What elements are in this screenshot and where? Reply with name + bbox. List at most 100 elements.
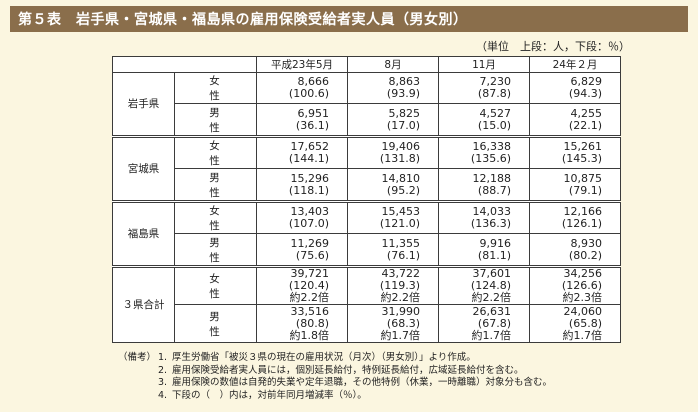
column-header: 24年２月 [529, 56, 621, 73]
change-rate: (67.8) [477, 316, 511, 330]
table-row: 岩手県女 性 8,666 (100.6) 8,863 (93.9) 7,230 (87.8)… [112, 71, 621, 138]
value-cell: 12,166 (126.1) [529, 200, 621, 235]
note-text: 雇用保険の数値は自発的失業や定年退職，その他特例（休業，一時離職）対象分も含む。 [172, 377, 553, 388]
change-rate: (81.1) [477, 248, 511, 262]
count-value: 6,829 [570, 75, 603, 89]
table-row: 男 性 33,516 (80.8) 約1.8倍 31,990 (68.3) 約1.7倍 26,… [113, 304, 621, 343]
change-rate: (120.4) [288, 279, 329, 293]
ratio-value: 約1.7倍 [380, 328, 421, 342]
data-table: 平成23年5月 8月 11月 24年２月 岩手県女 性 8,666 (100.6) 8… [112, 56, 621, 344]
value-cell: 16,338 (135.6) [438, 135, 530, 170]
count-value: 15,296 [290, 171, 330, 185]
table-row: 男 性 11,269 (75.6) 11,355 (76.1) 9,916 (81.1) 8,… [113, 233, 621, 268]
count-value: 43,722 [381, 267, 421, 281]
count-value: 24,060 [563, 304, 603, 318]
change-rate: (145.3) [561, 152, 602, 166]
value-cell: 12,188 (88.7) [438, 168, 530, 203]
change-rate: (22.1) [568, 118, 602, 132]
count-value: 5,825 [388, 106, 421, 120]
ratio-value: 約2.2倍 [380, 291, 421, 305]
table-row: 男 性 15,296 (118.1) 14,810 (95.2) 12,188 (88.7)… [113, 168, 621, 203]
change-rate: (136.3) [470, 217, 511, 231]
sex-label: 女 性 [174, 200, 257, 235]
count-value: 34,256 [563, 267, 603, 281]
count-value: 12,166 [563, 205, 603, 219]
note-row: 2. 雇用保険受給者実人員には，個別延長給付，特例延長給付，広域延長給付を含む。 [118, 365, 552, 378]
count-value: 39,721 [290, 267, 330, 281]
prefecture-label: ３県合計 [112, 265, 175, 344]
value-cell: 33,516 (80.8) 約1.8倍 [256, 304, 348, 343]
value-cell: 26,631 (67.8) 約1.7倍 [438, 304, 530, 343]
change-rate: (124.8) [470, 279, 511, 293]
note-num: 3. [158, 377, 168, 388]
count-value: 8,930 [570, 236, 603, 250]
table-body: 岩手県女 性 8,666 (100.6) 8,863 (93.9) 7,230 (87.8)… [112, 71, 621, 344]
count-value: 19,406 [381, 140, 421, 154]
sex-label: 男 性 [174, 103, 257, 138]
count-value: 6,951 [297, 106, 330, 120]
value-cell: 7,230 (87.8) [438, 71, 530, 105]
sex-label: 男 性 [174, 233, 257, 268]
value-cell: 10,875 (79.1) [529, 168, 621, 203]
note-num: 2. [158, 364, 168, 376]
change-rate: (131.8) [379, 152, 420, 166]
sex-label: 男 性 [174, 304, 257, 343]
sex-label: 女 性 [174, 71, 257, 105]
count-value: 16,338 [472, 140, 512, 154]
change-rate: (135.6) [470, 152, 511, 166]
count-value: 13,403 [290, 205, 330, 219]
change-rate: (118.1) [288, 183, 329, 197]
sex-label: 女 性 [174, 135, 257, 170]
ratio-value: 約2.2倍 [471, 291, 512, 305]
note-row: 3. 雇用保険の数値は自発的失業や定年退職，その他特例（休業，一時離職）対象分も… [118, 377, 552, 390]
change-rate: (126.6) [561, 279, 602, 293]
value-cell: 8,863 (93.9) [347, 71, 439, 105]
value-cell: 15,296 (118.1) [256, 168, 348, 203]
ratio-value: 約1.8倍 [289, 328, 330, 342]
count-value: 4,255 [570, 106, 603, 120]
count-value: 8,666 [297, 75, 330, 89]
count-value: 17,652 [290, 140, 330, 154]
note-num: 4. [158, 389, 168, 401]
value-cell: 11,269 (75.6) [256, 233, 348, 268]
change-rate: (87.8) [477, 87, 511, 101]
table-title: 第５表 岩手県・宮城県・福島県の雇用保険受給者実人員（男女別） [10, 6, 688, 32]
change-rate: (88.7) [477, 183, 511, 197]
change-rate: (68.3) [386, 316, 420, 330]
note-num: 1. [158, 352, 168, 363]
column-header: 11月 [438, 56, 530, 73]
value-cell: 14,810 (95.2) [347, 168, 439, 203]
value-cell: 4,527 (15.0) [438, 103, 530, 138]
count-value: 37,601 [472, 267, 512, 281]
count-value: 14,033 [472, 205, 512, 219]
count-value: 15,261 [563, 140, 603, 154]
value-cell: 24,060 (65.8) 約1.7倍 [529, 304, 621, 343]
notes: （備考） 1. 厚生労働省「被災３県の現在の雇用状況（月次）（男女別）」より作成… [118, 352, 552, 402]
prefecture-label: 福島県 [112, 200, 175, 268]
count-value: 33,516 [290, 304, 330, 318]
change-rate: (121.0) [379, 217, 420, 231]
table-row: 福島県女 性 13,403 (107.0) 15,453 (121.0) 14,033 (1… [112, 200, 621, 268]
value-cell: 15,453 (121.0) [347, 200, 439, 235]
count-value: 10,875 [563, 171, 603, 185]
ratio-value: 約1.7倍 [562, 328, 603, 342]
ratio-value: 約1.7倍 [471, 328, 512, 342]
value-cell: 5,825 (17.0) [347, 103, 439, 138]
count-value: 26,631 [472, 304, 512, 318]
value-cell: 13,403 (107.0) [256, 200, 348, 235]
sex-label: 女 性 [174, 265, 257, 306]
value-cell: 19,406 (131.8) [347, 135, 439, 170]
note-text: 厚生労働省「被災３県の現在の雇用状況（月次）（男女別）」より作成。 [172, 352, 476, 363]
column-header: 8月 [347, 56, 439, 73]
table-row: ３県合計女 性 39,721 (120.4) 約2.2倍 43,722 (119.3) 約2… [112, 265, 621, 344]
table-row: 男 性 6,951 (36.1) 5,825 (17.0) 4,527 (15.0) 4,25… [113, 103, 621, 138]
value-cell: 31,990 (68.3) 約1.7倍 [347, 304, 439, 343]
change-rate: (144.1) [288, 152, 329, 166]
value-cell: 15,261 (145.3) [529, 135, 621, 170]
value-cell: 8,930 (80.2) [529, 233, 621, 268]
count-value: 14,810 [381, 171, 421, 185]
note-text: 下段の（ ）内は，対前年同月増減率（％）。 [172, 389, 367, 401]
count-value: 11,355 [381, 236, 421, 250]
notes-lead: （備考） [118, 352, 157, 363]
count-value: 8,863 [388, 75, 421, 89]
